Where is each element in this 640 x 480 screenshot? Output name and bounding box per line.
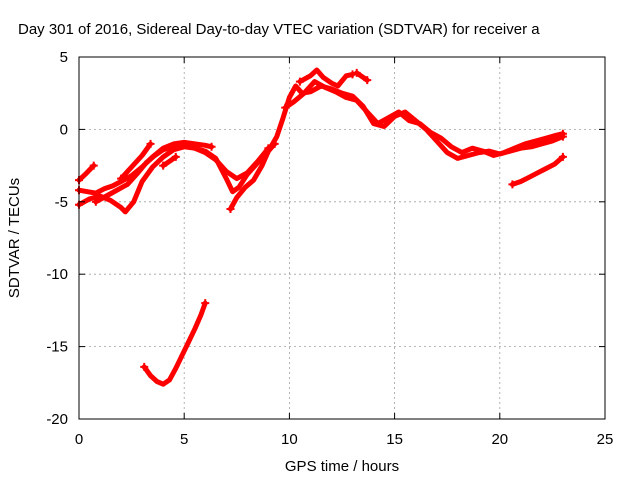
series-line-11 xyxy=(509,154,566,187)
x-tick-label: 15 xyxy=(386,431,403,448)
series-line-10 xyxy=(354,70,370,83)
x-tick-label: 5 xyxy=(180,431,188,448)
series-point-marker xyxy=(281,103,290,112)
axis-ticks xyxy=(78,56,606,420)
y-tick-label: 0 xyxy=(60,121,68,138)
series-line-4 xyxy=(93,141,278,205)
series-point-marker xyxy=(352,68,361,77)
series-point-marker xyxy=(91,197,100,206)
chart-title: Day 301 of 2016, Sidereal Day-to-day VTE… xyxy=(18,21,540,38)
x-tick-label: 0 xyxy=(75,431,83,448)
y-tick-label: -5 xyxy=(55,194,68,211)
series-point-marker xyxy=(89,161,98,170)
x-tick-label: 25 xyxy=(597,431,614,448)
series-point-marker xyxy=(117,174,126,183)
x-tick-label: 10 xyxy=(281,431,298,448)
series-line-8 xyxy=(282,79,566,158)
y-tick-label: -10 xyxy=(46,266,68,283)
series-point-marker xyxy=(159,161,168,170)
series-line-1 xyxy=(76,163,97,183)
series-line-3 xyxy=(76,144,271,215)
series-point-marker xyxy=(558,129,567,138)
series-line-5 xyxy=(118,141,153,182)
x-tick-label: 20 xyxy=(491,431,508,448)
series-point-marker xyxy=(207,142,216,151)
x-axis-label: GPS time / hours xyxy=(285,458,399,475)
y-axis-label: SDTVAR / TECUs xyxy=(6,178,23,298)
series-point-marker xyxy=(558,152,567,161)
plot-frame xyxy=(78,56,606,420)
series-point-marker xyxy=(146,139,155,148)
series-point-marker xyxy=(201,299,210,308)
series-point-marker xyxy=(226,205,235,214)
series-line-6 xyxy=(160,154,179,169)
y-tick-label: 5 xyxy=(60,49,68,66)
data-series-group xyxy=(75,67,567,387)
series-point-marker xyxy=(363,76,372,85)
series-line-12 xyxy=(141,300,208,387)
series-line-9 xyxy=(297,67,355,89)
series-point-marker xyxy=(508,180,517,189)
series-point-marker xyxy=(295,77,304,86)
tick-labels: 0 5 10 15 20 25 5 0 -5 -10 -15 -20 xyxy=(46,49,613,448)
series-point-marker xyxy=(171,152,180,161)
y-tick-label: -15 xyxy=(46,339,68,356)
grid-lines xyxy=(79,57,605,419)
series-point-marker xyxy=(140,362,149,371)
y-tick-label: -20 xyxy=(46,411,68,428)
